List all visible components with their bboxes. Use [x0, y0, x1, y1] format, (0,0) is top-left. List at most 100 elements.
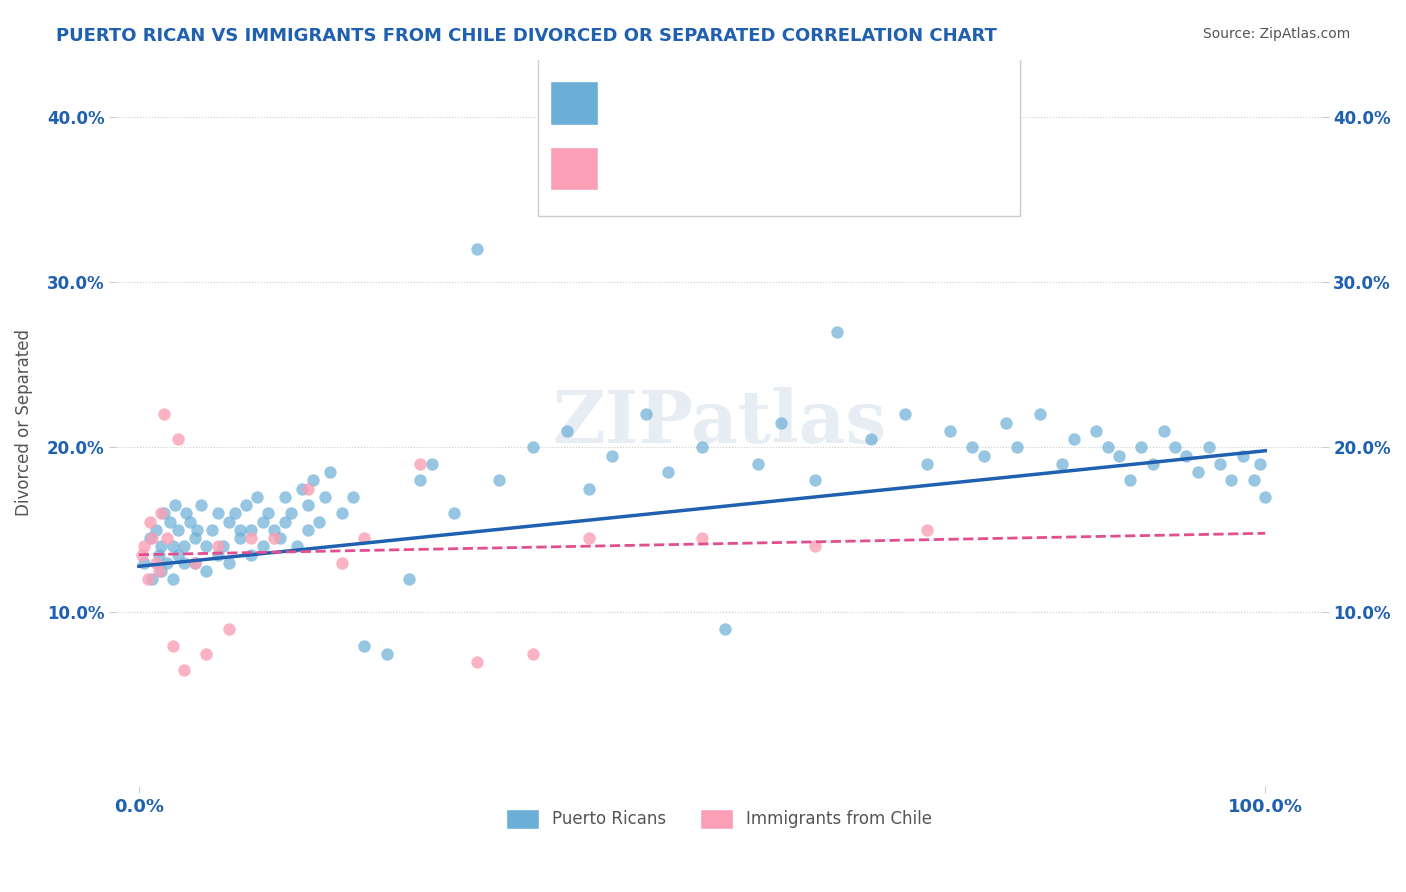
Point	[263, 531, 285, 545]
Point	[150, 564, 173, 578]
Point	[353, 639, 375, 653]
Point	[302, 474, 325, 488]
Point	[803, 474, 825, 488]
Point	[263, 523, 285, 537]
Point	[522, 647, 544, 661]
Point	[148, 548, 170, 562]
Point	[167, 548, 190, 562]
Point	[1097, 441, 1119, 455]
Point	[488, 474, 510, 488]
Point	[280, 507, 302, 521]
Point	[218, 556, 240, 570]
Point	[186, 523, 208, 537]
Point	[917, 457, 939, 471]
Point	[409, 457, 432, 471]
Point	[229, 523, 252, 537]
Point	[167, 432, 190, 446]
Point	[131, 548, 153, 562]
Point	[353, 531, 375, 545]
Point	[257, 507, 280, 521]
Point	[1063, 432, 1085, 446]
Point	[555, 424, 578, 438]
Point	[1142, 457, 1164, 471]
Point	[398, 573, 420, 587]
Point	[152, 507, 174, 521]
Point	[218, 515, 240, 529]
Text: R = 0.050   N = 29: R = 0.050 N = 29	[616, 160, 787, 178]
Point	[162, 639, 184, 653]
Point	[150, 507, 173, 521]
Point	[207, 507, 229, 521]
Point	[184, 556, 207, 570]
Point	[145, 523, 167, 537]
FancyBboxPatch shape	[550, 147, 599, 190]
Point	[578, 531, 600, 545]
Point	[173, 556, 195, 570]
Point	[973, 449, 995, 463]
Point	[274, 515, 297, 529]
Point	[235, 498, 257, 512]
Point	[150, 540, 173, 554]
Point	[657, 465, 679, 479]
Point	[1187, 465, 1209, 479]
Point	[747, 457, 769, 471]
Point	[240, 523, 263, 537]
Point	[156, 531, 179, 545]
Point	[825, 325, 848, 339]
Point	[465, 655, 488, 669]
Point	[1153, 424, 1175, 438]
Point	[173, 663, 195, 677]
Legend: Puerto Ricans, Immigrants from Chile: Puerto Ricans, Immigrants from Chile	[499, 802, 939, 836]
Point	[1052, 457, 1074, 471]
Point	[195, 540, 218, 554]
Point	[201, 523, 224, 537]
FancyBboxPatch shape	[550, 81, 599, 125]
Point	[297, 482, 319, 496]
Point	[162, 573, 184, 587]
Point	[184, 556, 207, 570]
Point	[156, 556, 179, 570]
Point	[174, 507, 197, 521]
Point	[141, 531, 163, 545]
Point	[690, 441, 713, 455]
Point	[465, 243, 488, 257]
Point	[269, 531, 291, 545]
Point	[163, 498, 186, 512]
Point	[1249, 457, 1271, 471]
Point	[894, 408, 917, 422]
Point	[803, 540, 825, 554]
Point	[713, 622, 735, 636]
Point	[522, 441, 544, 455]
Point	[1243, 474, 1265, 488]
Point	[212, 540, 235, 554]
Point	[134, 556, 156, 570]
FancyBboxPatch shape	[538, 56, 1021, 216]
Point	[252, 540, 274, 554]
Point	[274, 490, 297, 504]
Point	[939, 424, 962, 438]
Point	[218, 622, 240, 636]
Point	[1254, 490, 1277, 504]
Point	[240, 531, 263, 545]
Point	[229, 531, 252, 545]
Point	[195, 564, 218, 578]
Point	[246, 490, 269, 504]
Point	[141, 573, 163, 587]
Point	[330, 556, 353, 570]
Point	[578, 482, 600, 496]
Point	[173, 540, 195, 554]
Point	[330, 507, 353, 521]
Point	[1029, 408, 1052, 422]
Point	[314, 490, 336, 504]
Point	[207, 540, 229, 554]
Point	[159, 515, 181, 529]
Y-axis label: Divorced or Separated: Divorced or Separated	[15, 329, 32, 516]
Point	[139, 515, 162, 529]
Point	[297, 498, 319, 512]
Point	[1085, 424, 1108, 438]
Point	[634, 408, 657, 422]
Text: Source: ZipAtlas.com: Source: ZipAtlas.com	[1202, 27, 1350, 41]
Point	[252, 515, 274, 529]
Point	[224, 507, 246, 521]
Point	[179, 515, 201, 529]
